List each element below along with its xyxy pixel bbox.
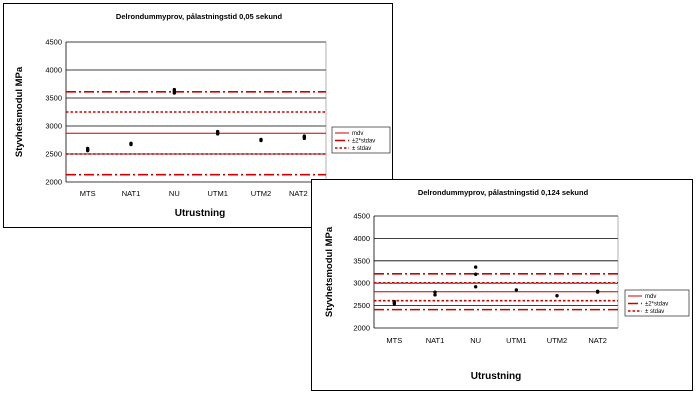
data-point — [433, 290, 437, 294]
legend-label: ±2*stdav — [352, 139, 375, 145]
legend-label: mdv — [352, 131, 363, 137]
x-tick-label: NU — [470, 336, 481, 345]
y-tick-label: 4500 — [45, 38, 62, 47]
y-axis-label: Styvhetsmodul MPa — [324, 226, 335, 317]
y-tick-label: 2500 — [353, 301, 370, 310]
chart-panel-2: Delrondummyprov, pålastningstid 0,124 se… — [311, 179, 693, 391]
chart-title: Delrondummyprov, pålastningstid 0,05 sek… — [116, 12, 283, 21]
legend-label: ± stdav — [645, 309, 664, 315]
x-axis-label: Utrustning — [471, 371, 522, 382]
x-axis-label: Utrustning — [175, 208, 226, 219]
y-tick-label: 3000 — [45, 122, 62, 131]
legend-label: mdv — [645, 294, 656, 300]
data-point — [555, 294, 559, 298]
legend-label: ± stdav — [352, 146, 371, 152]
data-point — [392, 299, 397, 304]
y-tick-label: 4500 — [353, 212, 370, 221]
y-axis-label: Styvhetsmodul MPa — [14, 66, 25, 157]
y-tick-label: 2000 — [45, 178, 62, 187]
chart-panel-1: Delrondummyprov, pålastningstid 0,05 sek… — [3, 3, 393, 228]
x-tick-label: UTM2 — [251, 189, 271, 198]
x-tick-label: MTS — [80, 189, 96, 198]
x-tick-label: UTM1 — [207, 189, 227, 198]
data-point — [129, 141, 133, 146]
data-point — [215, 129, 220, 134]
y-tick-label: 3500 — [45, 94, 62, 103]
x-tick-label: UTM2 — [547, 336, 567, 345]
y-tick-label: 2000 — [353, 324, 370, 333]
y-tick-label: 4000 — [353, 234, 370, 243]
x-tick-label: NU — [169, 189, 180, 198]
legend-label: ±2*stdav — [645, 302, 668, 308]
y-tick-label: 3000 — [353, 279, 370, 288]
data-point — [85, 146, 90, 151]
y-tick-label: 4000 — [45, 66, 62, 75]
data-point — [473, 265, 478, 269]
data-point — [433, 293, 437, 297]
data-point — [172, 87, 177, 92]
x-tick-label: MTS — [386, 336, 402, 345]
x-tick-label: NAT1 — [426, 336, 445, 345]
x-tick-label: NAT2 — [588, 336, 607, 345]
x-tick-label: NAT1 — [122, 189, 141, 198]
chart-title: Delrondummyprov, pålastningstid 0,124 se… — [418, 188, 589, 197]
data-point — [514, 288, 519, 292]
data-point — [473, 285, 478, 289]
y-tick-label: 3500 — [353, 256, 370, 265]
data-point — [259, 137, 263, 142]
data-point — [473, 272, 478, 276]
chart-2: Delrondummyprov, pålastningstid 0,124 se… — [324, 188, 690, 382]
y-tick-label: 2500 — [45, 150, 62, 159]
data-point — [595, 289, 600, 293]
x-tick-label: UTM1 — [506, 336, 526, 345]
data-point — [302, 134, 307, 138]
chart-1: Delrondummyprov, pålastningstid 0,05 sek… — [14, 12, 391, 219]
x-tick-label: NAT2 — [289, 189, 308, 198]
